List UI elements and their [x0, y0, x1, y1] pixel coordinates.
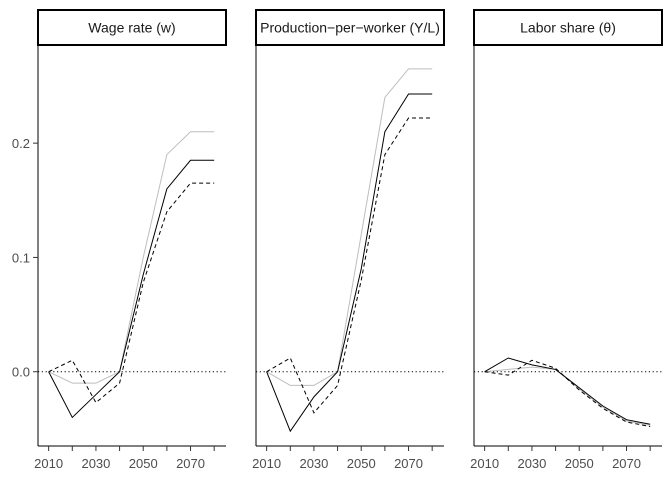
chart-panel-1: Wage rate (w) 2010 2030 2050 2070 0.0 0.1 0.2	[12, 9, 227, 471]
x-tick-label: 2030	[517, 456, 546, 471]
x-tick-label: 2010	[34, 456, 63, 471]
facet-title: Production−per−worker (Y/L)	[260, 20, 440, 36]
x-tick-label: 2070	[612, 456, 641, 471]
x-tick-label: 2070	[176, 456, 205, 471]
series-line-3	[48, 131, 215, 384]
chart-panel-3: Labor share (θ) 2010 2030 2050 2070	[470, 9, 663, 471]
series-line-2	[266, 117, 433, 414]
x-tick-label: 2070	[394, 456, 423, 471]
y-tick-label: 0.0	[12, 365, 30, 380]
series-line-2	[48, 182, 215, 404]
facet-title: Wage rate (w)	[88, 20, 175, 36]
facet-strip	[37, 9, 227, 46]
facet-strip	[255, 9, 445, 46]
x-tick-label: 2030	[81, 456, 110, 471]
x-tick-label: 2050	[565, 456, 594, 471]
x-tick-label: 2030	[299, 456, 328, 471]
series-line-2	[484, 359, 651, 428]
x-tick-label: 2010	[470, 456, 499, 471]
facet-title: Labor share (θ)	[520, 20, 616, 36]
x-tick-label: 2050	[347, 456, 376, 471]
chart-panel-2: Production−per−worker (Y/L) 2010 2030 2050 2…	[252, 9, 445, 471]
series-line-1	[48, 159, 215, 419]
series-line-1	[484, 357, 651, 425]
x-tick-label: 2050	[129, 456, 158, 471]
series-line-3	[484, 366, 651, 426]
series-line-1	[266, 93, 433, 433]
y-tick-label: 0.1	[12, 250, 30, 265]
series-line-3	[266, 68, 433, 386]
facet-strip	[473, 9, 663, 46]
x-tick-label: 2010	[252, 456, 281, 471]
y-tick-label: 0.2	[12, 136, 30, 151]
